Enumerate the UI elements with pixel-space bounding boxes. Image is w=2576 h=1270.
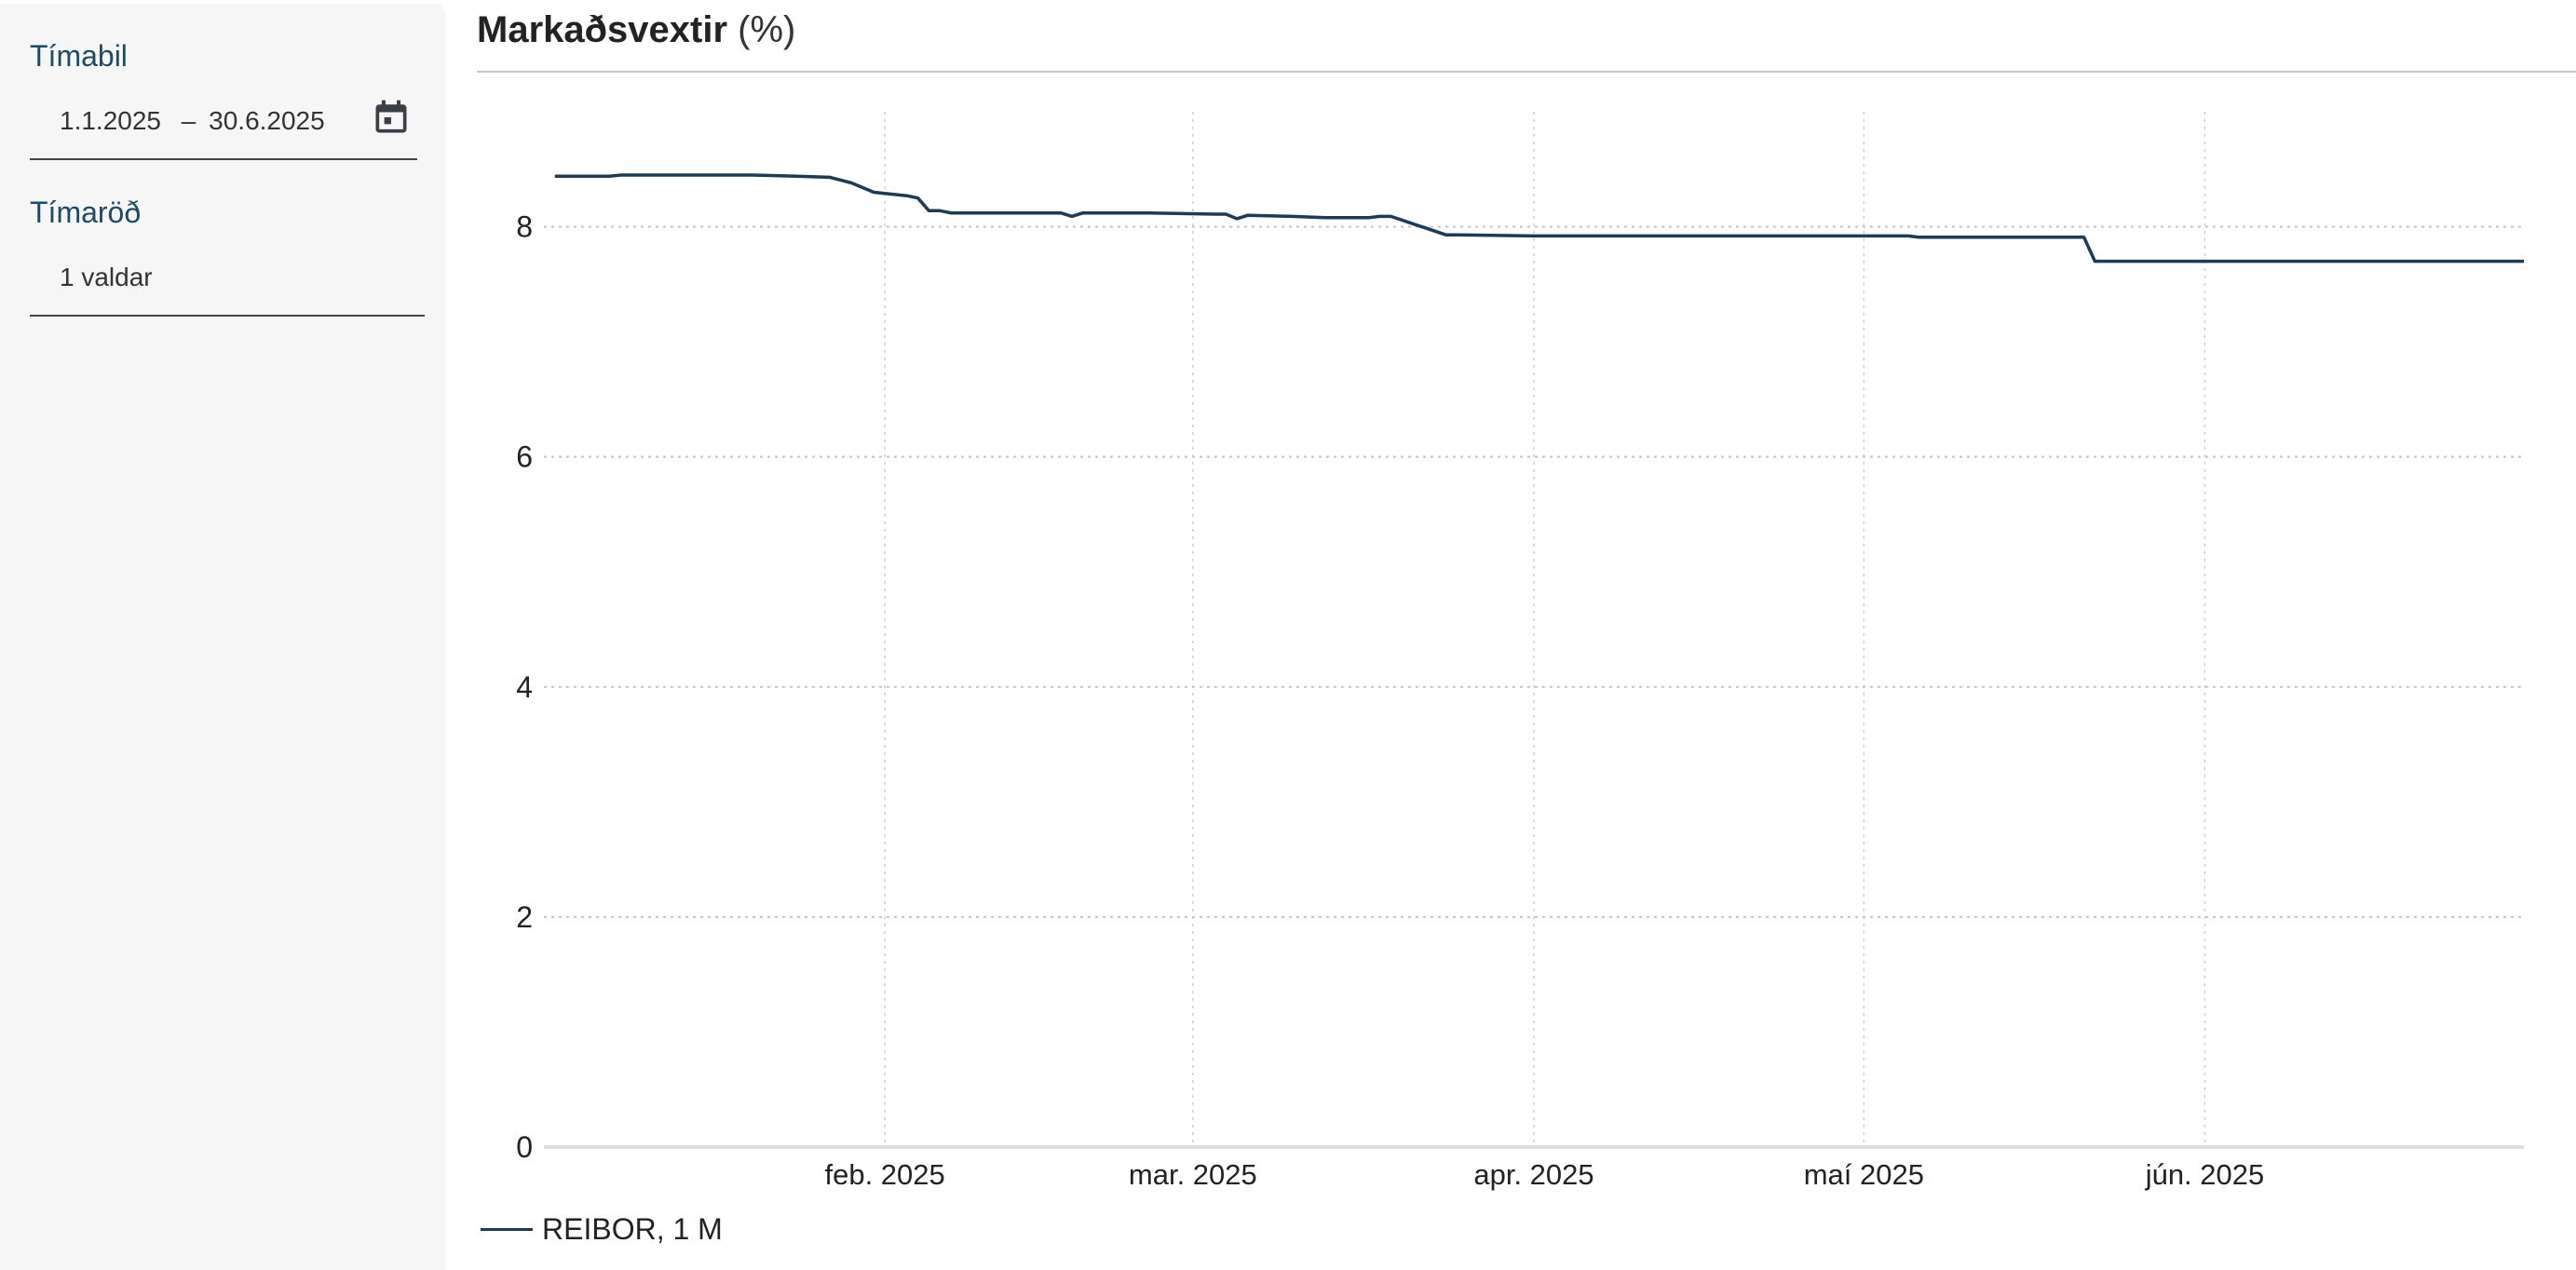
date-from[interactable]: 1.1.2025 <box>60 106 161 135</box>
legend-item[interactable]: REIBOR, 1 M <box>481 1212 723 1247</box>
x-tick-label: apr. 2025 <box>1473 1158 1593 1191</box>
y-tick-label: 6 <box>516 440 533 474</box>
date-separator: – <box>181 106 197 135</box>
y-tick-label: 4 <box>516 670 533 704</box>
legend-swatch <box>481 1228 533 1231</box>
calendar-icon[interactable] <box>371 97 412 138</box>
chart-title: Markaðsvextir (%) <box>477 9 795 51</box>
series-underline <box>30 315 425 317</box>
series-label: Tímaröð <box>30 196 142 229</box>
y-tick-label: 0 <box>516 1130 533 1164</box>
x-tick-label: mar. 2025 <box>1129 1158 1257 1191</box>
chart-title-unit: (%) <box>738 9 796 50</box>
date-range-underline <box>30 158 417 160</box>
x-tick-label: jún. 2025 <box>2145 1158 2265 1191</box>
legend-label: REIBOR, 1 M <box>542 1212 723 1246</box>
date-range-input[interactable]: 1.1.2025 – 30.6.2025 <box>60 106 325 136</box>
chart-title-text: Markaðsvextir <box>477 9 728 50</box>
period-label: Tímabil <box>30 39 128 73</box>
y-tick-label: 2 <box>516 900 533 934</box>
line-chart: feb. 2025 mar. 2025 apr. 2025 maí 2025 jún. … <box>516 112 2524 1191</box>
series-select[interactable]: 1 valdar <box>60 263 153 291</box>
series-line <box>554 173 2524 263</box>
y-tick-label: 8 <box>516 210 533 244</box>
date-to[interactable]: 30.6.2025 <box>209 106 325 135</box>
x-tick-label: feb. 2025 <box>824 1158 944 1191</box>
x-tick-label: maí 2025 <box>1804 1158 1924 1191</box>
title-divider <box>477 71 2576 73</box>
sidebar: Tímabil 1.1.2025 – 30.6.2025 Tímaröð 1 v… <box>0 4 445 1270</box>
